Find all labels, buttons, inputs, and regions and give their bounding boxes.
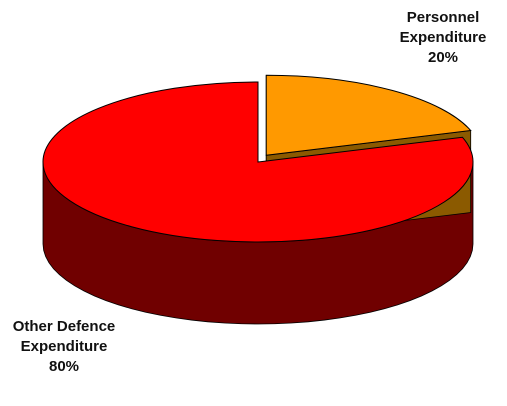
pie-label-personnel: Personnel Expenditure 20%	[400, 9, 487, 66]
pie-labels: Personnel Expenditure 20% Other Defence Expe…	[13, 9, 487, 375]
pie-label-line: Expenditure	[21, 338, 108, 355]
pie-slice-personnel	[265, 74, 472, 156]
pie-label-line: 20%	[428, 49, 458, 66]
pie-label-line: 80%	[49, 358, 79, 375]
pie-tops	[42, 74, 474, 243]
pie-label-line: Personnel	[407, 9, 480, 26]
pie-slice-other-defence	[42, 81, 474, 243]
pie-label-line: Expenditure	[400, 29, 487, 46]
pie-label-other-defence: Other Defence Expenditure 80%	[13, 318, 116, 375]
pie-label-line: Other Defence	[13, 318, 116, 335]
